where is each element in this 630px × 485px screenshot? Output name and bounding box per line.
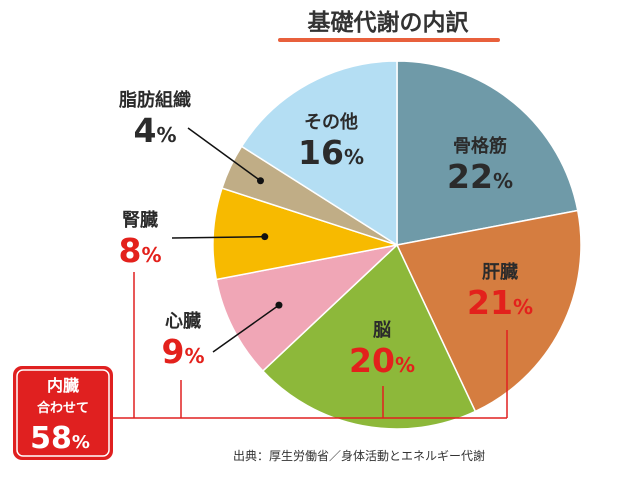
summary-box-line2: 合わせて	[37, 400, 89, 416]
pie-slice-1	[395, 209, 582, 413]
leader-lines	[113, 127, 508, 419]
pie-slice-3	[215, 243, 400, 373]
summary-box-number: 58	[30, 421, 72, 456]
title-underline	[278, 38, 500, 42]
slice-value-1: 21%	[467, 283, 533, 322]
slice-label-2: 脳	[373, 320, 391, 341]
slice-value-6: 16%	[298, 133, 364, 172]
leader-dot-kidney	[261, 233, 269, 241]
slice-value-4: 8%	[118, 231, 161, 270]
slice-label-6: その他	[304, 111, 358, 133]
chart-title: 基礎代謝の内訳	[308, 9, 470, 36]
slice-label-4: 腎臓	[122, 210, 158, 231]
slice-label-3: 心臓	[165, 311, 201, 332]
source-note: 出典：厚生労働省／身体活動とエネルギー代謝	[233, 448, 485, 463]
pie-slices	[212, 60, 582, 430]
pie-slice-0	[396, 60, 579, 246]
leader-line-fat	[187, 127, 261, 182]
summary-box-unit: %	[72, 432, 90, 453]
summary-box-line1: 内臓	[47, 376, 79, 395]
slice-label-5: 脂肪組織	[119, 89, 191, 111]
leader-dot-heart	[275, 301, 283, 309]
summary-box-border	[16, 369, 110, 457]
leader-dot-fat	[256, 177, 264, 185]
slice-label-0: 骨格筋	[453, 135, 507, 157]
slice-value-2: 20%	[349, 341, 415, 380]
slice-value-0: 22%	[447, 157, 513, 196]
slice-value-5: 4%	[133, 111, 176, 150]
slice-label-1: 肝臓	[482, 262, 518, 283]
summary-box-value: 58%	[30, 421, 90, 456]
slice-value-3: 9%	[161, 332, 204, 371]
leader-line-heart	[212, 304, 280, 353]
pie-slice-6	[240, 60, 398, 247]
summary-box: 内臓 合わせて 58%	[13, 366, 113, 460]
leader-line-kidney	[171, 235, 265, 239]
pie-slice-4	[212, 187, 398, 281]
pie-slice-2	[261, 243, 477, 430]
summary-box-background	[13, 366, 113, 460]
